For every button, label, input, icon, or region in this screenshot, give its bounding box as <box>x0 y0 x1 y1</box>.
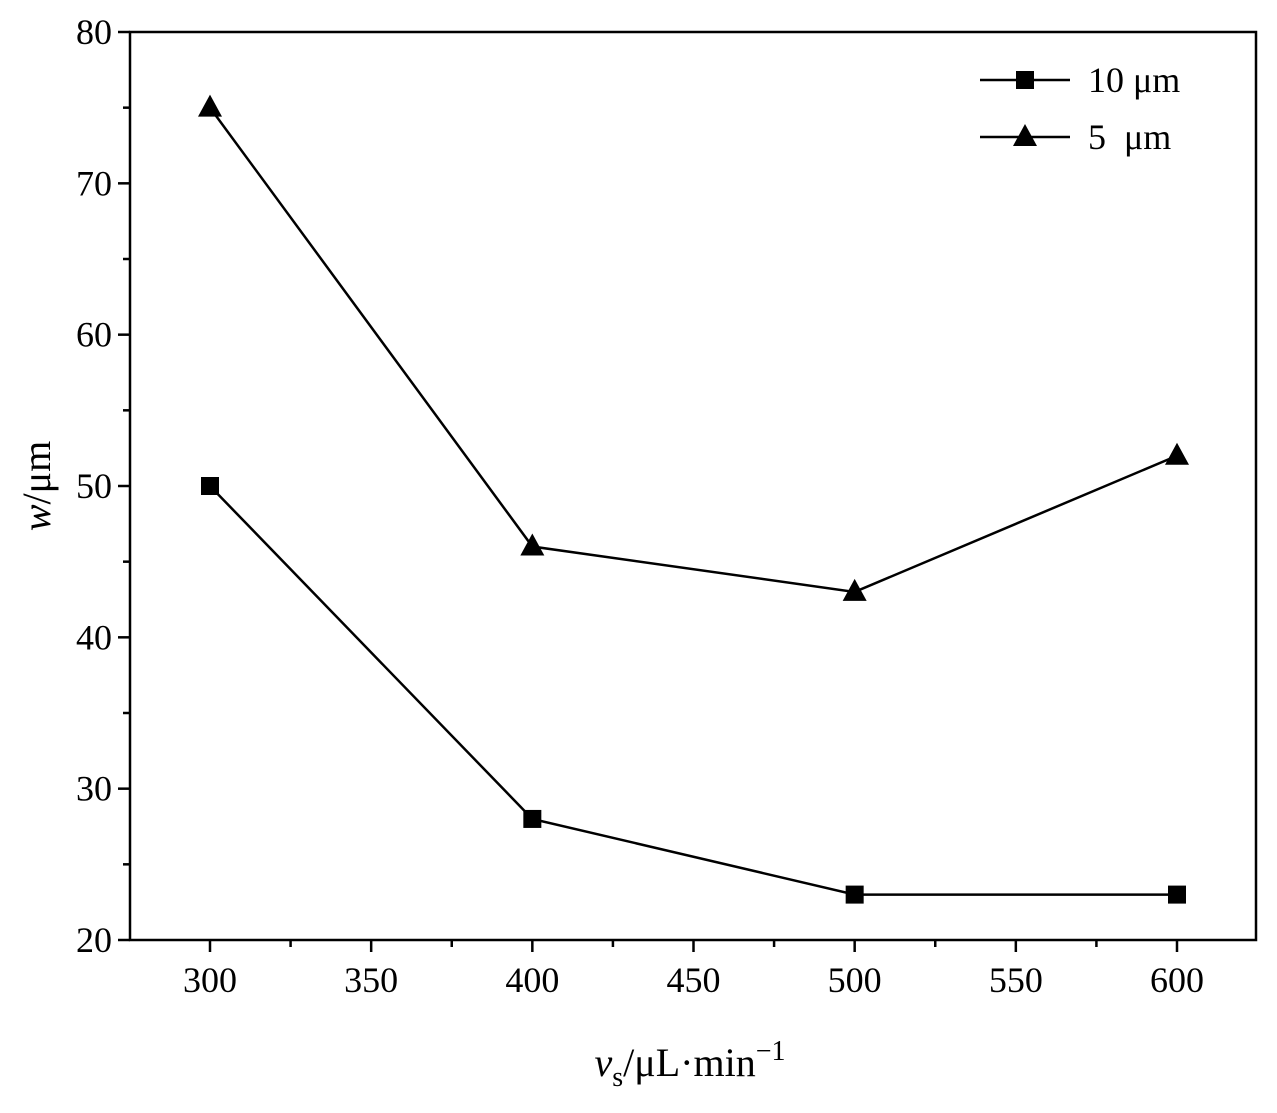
x-tick-label: 500 <box>828 960 882 1000</box>
plot-frame <box>128 30 1258 942</box>
y-axis-label: w/μm <box>14 441 59 531</box>
y-tick-label: 50 <box>76 466 112 506</box>
triangle-marker <box>198 94 222 117</box>
y-tick-label: 40 <box>76 617 112 657</box>
x-tick-label: 600 <box>1150 960 1204 1000</box>
y-tick-label: 30 <box>76 769 112 809</box>
x-tick-label: 550 <box>989 960 1043 1000</box>
axis-ticks <box>118 30 1179 952</box>
x-tick-label: 450 <box>667 960 721 1000</box>
x-axis-label-sub: s <box>612 1062 623 1093</box>
square-marker <box>201 477 219 495</box>
legend-label-0: 10 μm <box>1088 60 1180 100</box>
x-axis-label-unit: /μL·min <box>623 1040 756 1085</box>
y-axis-label-main: w <box>14 504 59 531</box>
y-axis-label-unit: /μm <box>14 441 59 505</box>
y-tick-label: 60 <box>76 315 112 355</box>
x-axis-label-main: v <box>594 1040 612 1085</box>
x-axis-label-sup: −1 <box>756 1036 786 1067</box>
square-marker <box>1168 885 1186 904</box>
x-tick-label: 400 <box>505 960 559 1000</box>
series-line-1 <box>208 106 1178 594</box>
triangle-marker <box>1165 442 1189 465</box>
triangle-marker <box>842 578 867 601</box>
legend-marker-1 <box>1013 124 1037 146</box>
square-marker <box>845 885 864 904</box>
square-marker <box>523 809 542 828</box>
y-tick-label: 80 <box>76 12 112 52</box>
legend-label-1: 5 μm <box>1088 117 1171 157</box>
series-group <box>198 94 1189 904</box>
tick-labels: 300 350 400 450 500 550 600 20 30 40 50 60 70 80 <box>76 12 1204 1000</box>
y-tick-label: 70 <box>76 163 112 203</box>
y-tick-label: 20 <box>76 920 112 960</box>
legend-marker-0 <box>1016 71 1034 89</box>
x-axis-label: vs/μL·min−1 <box>594 1036 785 1093</box>
series-line-0 <box>209 485 1177 896</box>
triangle-marker <box>520 533 545 556</box>
legend: 10 μm 5 μm <box>980 60 1180 157</box>
x-tick-label: 350 <box>344 960 398 1000</box>
x-tick-label: 300 <box>183 960 237 1000</box>
